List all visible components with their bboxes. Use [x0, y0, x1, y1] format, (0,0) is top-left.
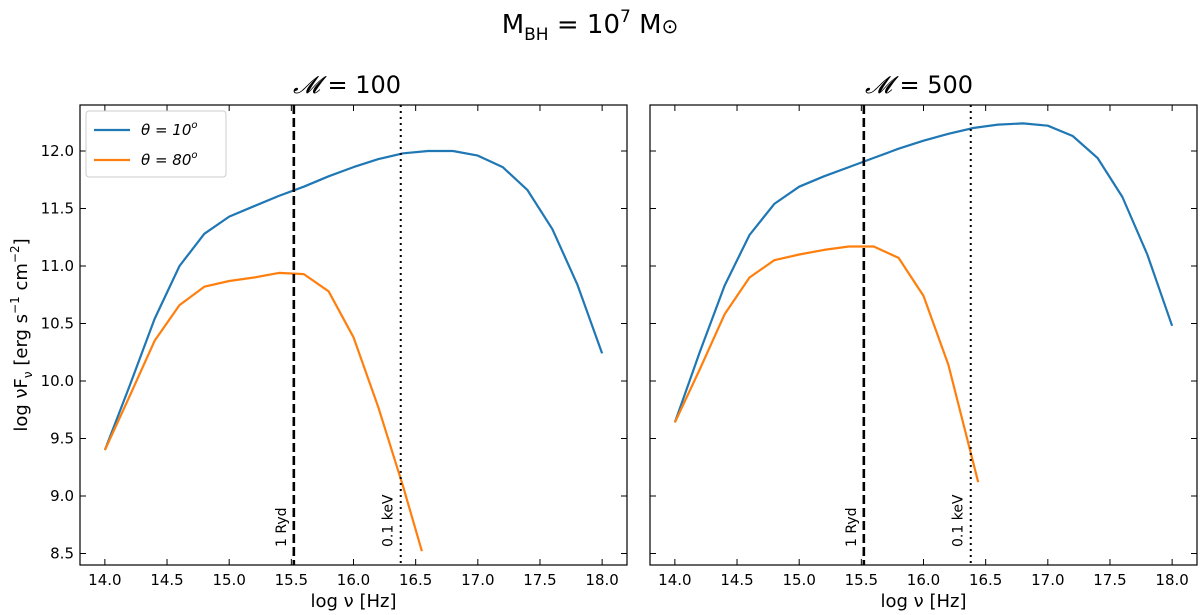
y-axis-label: log νFν [erg s−1 cm−2] — [8, 238, 35, 431]
panel-title: 𝓜 = 100 — [293, 71, 401, 99]
x-tick-label: 14.5 — [150, 571, 183, 589]
x-tick-label: 16.5 — [399, 571, 432, 589]
x-tick-label: 15.0 — [212, 571, 245, 589]
x-tick-label: 14.0 — [88, 571, 121, 589]
x-tick-label: 16.5 — [969, 571, 1002, 589]
vline-label-1-ryd: 1 Ryd — [844, 508, 860, 548]
series-line-theta80 — [673, 245, 980, 483]
y-tick-label: 9.5 — [50, 430, 74, 448]
x-tick-label: 17.0 — [461, 571, 494, 589]
y-tick-label: 8.5 — [50, 545, 74, 563]
y-tick-label: 9.0 — [50, 487, 74, 505]
vline-label-0-1-kev: 0.1 keV — [951, 494, 967, 547]
panel-mdot-100: 𝓜 = 100 1 Ryd 0.1 keV 14.0 14.5 15.0 15.5 16.… — [41, 71, 628, 612]
legend: θ = 10o θ = 80o — [85, 110, 227, 178]
y-tick-label: 10.0 — [41, 372, 74, 390]
x-axis-label: log ν [Hz] — [881, 591, 967, 612]
x-tick-label: 14.0 — [658, 571, 691, 589]
plot-frame — [649, 104, 1198, 566]
figure-suptitle: MBH = 107 M⊙ — [502, 7, 679, 45]
panel-title: 𝓜 = 500 — [865, 71, 973, 99]
y-tick-label: 11.0 — [41, 257, 74, 275]
x-tick-label: 16.0 — [907, 571, 940, 589]
x-tick-label: 17.5 — [1093, 571, 1126, 589]
series-line-theta10 — [673, 122, 1174, 423]
series-line-theta10 — [103, 149, 604, 451]
x-tick-label: 16.0 — [337, 571, 370, 589]
y-tick-label: 10.5 — [41, 315, 74, 333]
x-tick-label: 15.5 — [845, 571, 878, 589]
x-axis-label: log ν [Hz] — [311, 591, 397, 612]
x-tick-label: 18.0 — [1155, 571, 1188, 589]
legend-label-theta10: θ = 10o — [141, 120, 198, 139]
plot-frame — [79, 104, 628, 566]
y-tick-label: 11.5 — [41, 200, 74, 218]
x-tick-label: 15.5 — [275, 571, 308, 589]
vline-label-0-1-kev: 0.1 keV — [381, 494, 397, 547]
x-tick-label: 14.5 — [720, 571, 753, 589]
x-tick-label: 17.5 — [523, 571, 556, 589]
legend-label-theta80: θ = 80o — [141, 150, 198, 169]
x-tick-label: 18.0 — [585, 571, 618, 589]
x-tick-label: 17.0 — [1031, 571, 1064, 589]
vline-label-1-ryd: 1 Ryd — [274, 508, 290, 548]
x-tick-label: 15.0 — [782, 571, 815, 589]
panel-mdot-500: 𝓜 = 500 1 Ryd 0.1 keV 14.0 14.5 15.0 15.5 16.… — [649, 71, 1198, 612]
series-line-theta80 — [103, 271, 423, 552]
y-tick-label: 12.0 — [41, 142, 74, 160]
